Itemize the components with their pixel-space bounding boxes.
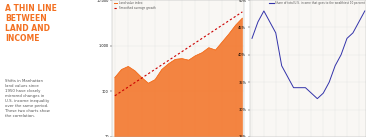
Text: Shifts in Manhattan
land values since
1950 have closely
mirrored changes in
U.S.: Shifts in Manhattan land values since 19… <box>5 79 50 118</box>
Text: A THIN LINE
BETWEEN
LAND AND
INCOME: A THIN LINE BETWEEN LAND AND INCOME <box>5 4 57 43</box>
Legend: Land value index, Smoothed average growth: Land value index, Smoothed average growt… <box>113 1 156 10</box>
Legend: Share of total U.S. income that goes to the wealthiest 10 percent: Share of total U.S. income that goes to … <box>269 1 365 5</box>
